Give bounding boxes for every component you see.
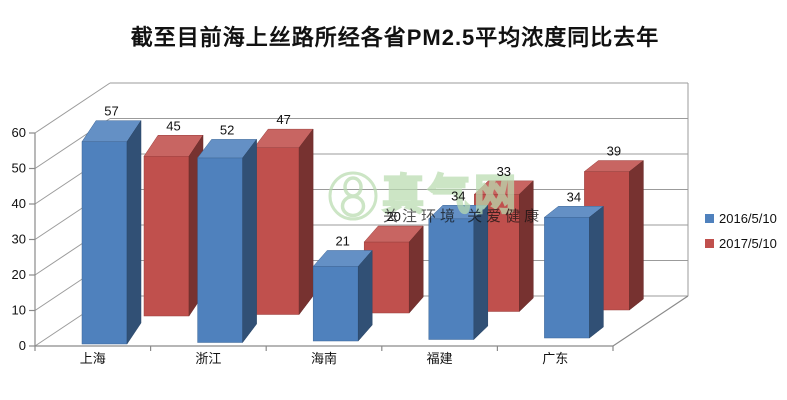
value-label: 47 [276, 112, 290, 127]
logo-ring [328, 171, 378, 221]
y-tick-label: 50 [12, 161, 26, 176]
bar-2016-c4 [543, 205, 605, 339]
category-label: 上海 [80, 351, 106, 366]
bar-side-face [629, 160, 644, 311]
value-label: 45 [166, 118, 180, 133]
bar-front-face [143, 156, 190, 317]
bar-2016-c2 [312, 249, 373, 342]
axis-and-value-labels: 0 10 20 30 40 50 60 上海 浙江 海南 福建 广东 45 57 47 52 20 21 33 34 3… [12, 104, 622, 366]
value-label: 52 [220, 122, 234, 137]
y-tick-label: 60 [12, 125, 26, 140]
value-label: 39 [607, 144, 621, 159]
bars-3d [81, 119, 645, 345]
bar-side-face [357, 249, 373, 342]
y-tick-label: 40 [12, 196, 26, 211]
floor-right-edge [612, 295, 689, 347]
bar-2017-c1 [253, 128, 314, 316]
logo-loop-top [343, 176, 363, 198]
category-label: 浙江 [195, 351, 221, 366]
bar-front-face [544, 217, 590, 339]
y-tick-label: 10 [12, 303, 26, 318]
y-tick-label: 0 [19, 338, 26, 353]
watermark-brand-text: 真气网 [382, 171, 520, 218]
bar-2016-c0 [81, 119, 142, 345]
watermark: 真气网 关注环境 关爱健康 [328, 170, 543, 225]
logo-loop-bottom [340, 194, 366, 218]
y-tick-label: 30 [12, 232, 26, 247]
watermark-logo-icon [328, 171, 378, 221]
legend-swatch-2017 [705, 239, 714, 248]
bar-2017-c0 [143, 134, 204, 317]
value-label: 57 [104, 104, 118, 119]
bar-side-face [298, 128, 314, 316]
bar-front-face [312, 266, 359, 342]
bar-side-face [589, 205, 604, 339]
legend-swatch-2016 [705, 214, 714, 223]
bar-2017-c2 [363, 225, 424, 314]
bar-2016-c1 [197, 138, 258, 344]
category-label: 福建 [427, 351, 453, 366]
watermark-tagline-text: 关注环境 关爱健康 [383, 207, 543, 225]
bar-front-face [197, 157, 243, 343]
chart-title: 截至目前海上丝路所经各省PM2.5平均浓度同比去年 [131, 25, 660, 50]
bar-side-face [126, 119, 142, 345]
category-label: 海南 [311, 351, 337, 366]
bar-2016-c3 [428, 204, 489, 341]
bar-front-face [253, 147, 300, 315]
legend-label-2017: 2017/5/10 [719, 236, 777, 251]
category-label: 广东 [542, 351, 568, 366]
y-tick-label: 20 [12, 267, 26, 282]
bar-front-face [428, 218, 475, 340]
bar-side-face [519, 180, 534, 313]
bar-side-face [242, 138, 257, 344]
bar-side-face [408, 225, 424, 314]
value-label: 20 [386, 209, 400, 224]
value-label: 34 [451, 188, 465, 203]
bar-front-face [81, 141, 128, 345]
value-label: 21 [335, 233, 349, 248]
value-label: 33 [497, 164, 511, 179]
sidewall-depth-line [34, 82, 111, 134]
value-label: 34 [567, 189, 581, 204]
bar-side-face [473, 204, 489, 341]
legend: 2016/5/10 2017/5/10 [705, 211, 777, 251]
legend-label-2016: 2016/5/10 [719, 211, 777, 226]
